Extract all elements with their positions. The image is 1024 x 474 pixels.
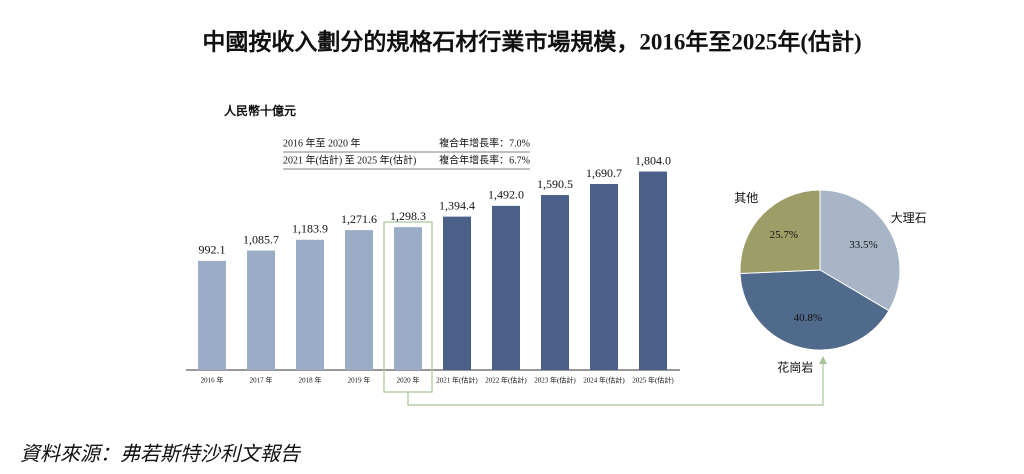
x-tick-label: 2024 年(估計) — [583, 376, 625, 385]
bar — [541, 195, 569, 370]
value-label: 1,690.7 — [586, 166, 622, 180]
title: 中國按收入劃分的規格石材行業市場規模，2016年至2025年(估計) — [202, 28, 861, 54]
x-tick-label: 2022 年(估計) — [485, 376, 527, 385]
x-tick-label: 2025 年(估計) — [632, 376, 674, 385]
x-tick-label: 2019 年 — [348, 376, 371, 385]
category-label: 大理石 — [891, 211, 927, 225]
pie-slice — [819, 189, 901, 312]
bar — [492, 205, 520, 370]
annotation: 2021 年(估計) 至 2025 年(估計) — [283, 153, 416, 166]
value-label: 1,298.3 — [390, 209, 426, 223]
x-tick-label: 2017 年 — [250, 376, 273, 385]
category-label: 其他 — [734, 191, 758, 205]
bar — [639, 171, 667, 370]
value-label: 40.8% — [794, 312, 822, 324]
value-label: 1,183.9 — [292, 222, 328, 236]
value-label: 25.7% — [770, 229, 798, 241]
bar — [296, 239, 324, 370]
x-tick-label: 2021 年(估計) — [436, 376, 478, 385]
value-label: 33.5% — [849, 239, 877, 251]
bar — [198, 260, 226, 370]
x-tick-label: 2020 年 — [397, 376, 420, 385]
x-tick-label: 2018 年 — [299, 376, 322, 385]
source: 資料來源：弗若斯特沙利文報告 — [20, 444, 302, 466]
value-label: 1,590.5 — [537, 177, 573, 191]
unit-label: 人民幣十億元 — [224, 103, 296, 118]
value-label: 1,492.0 — [488, 188, 524, 202]
connector — [407, 362, 824, 406]
bar — [590, 184, 618, 370]
bar — [345, 230, 373, 370]
value-label: 1,085.7 — [243, 232, 279, 246]
bar — [247, 250, 275, 370]
bar — [394, 227, 422, 370]
annotation: 複合年增長率：6.7% — [439, 153, 530, 166]
value-label: 1,271.6 — [341, 212, 377, 226]
annotation: 2016 年至 2020 年 — [283, 136, 361, 149]
pie-slice — [739, 269, 890, 351]
bar — [443, 216, 471, 370]
connector-arrow — [819, 356, 827, 364]
value-label: 1,394.4 — [439, 198, 475, 212]
x-tick-label: 2023 年(估計) — [534, 376, 576, 385]
value-label: 992.1 — [199, 243, 226, 257]
category-label: 花崗岩 — [777, 360, 813, 375]
pie-slice — [739, 189, 821, 275]
annotation: 複合年增長率：7.0% — [439, 136, 530, 149]
x-tick-label: 2016 年 — [201, 376, 224, 385]
value-label: 1,804.0 — [635, 153, 671, 167]
